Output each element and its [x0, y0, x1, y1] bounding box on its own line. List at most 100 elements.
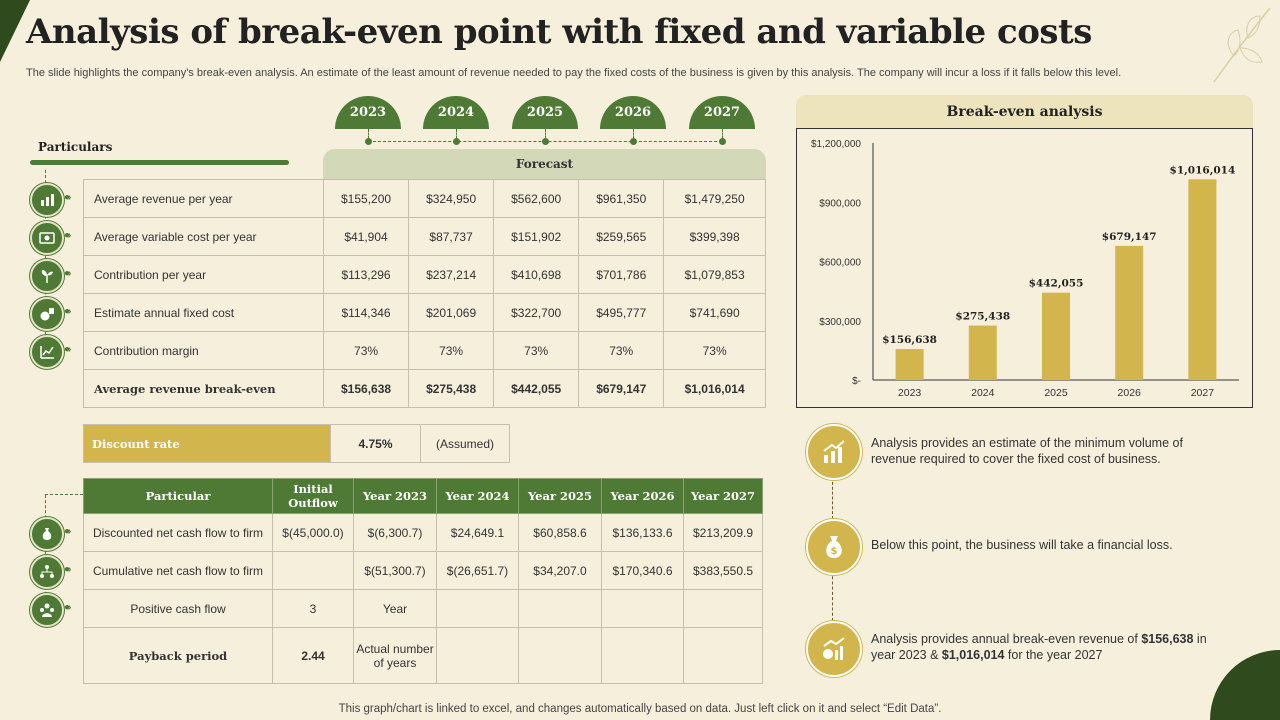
chart-heading: Break-even analysis — [796, 95, 1253, 128]
table-row: Payback period 2.44 Actual number of yea… — [83, 627, 763, 684]
point-text-part: for the year 2027 — [1004, 648, 1103, 662]
table-cell — [436, 627, 519, 684]
table-cell: $114,346 — [322, 293, 410, 332]
dollar-chart-icon — [806, 424, 862, 480]
money-icon — [30, 221, 64, 255]
table-cell: $170,340.6 — [601, 551, 684, 590]
footer-note: This graph/chart is linked to excel, and… — [338, 703, 942, 715]
y-tick-label: $1,200,000 — [811, 139, 861, 150]
network-icon — [30, 555, 64, 589]
column-header: Year 2025 — [518, 478, 602, 514]
row-label: Discounted net cash flow to firm — [83, 513, 273, 552]
forecast-heading: Forecast — [323, 149, 766, 179]
arrow-icon: ●› — [64, 230, 72, 241]
table-cell: Actual number of years — [353, 627, 437, 684]
particulars-heading: Particulars — [38, 140, 113, 154]
row-label: Contribution margin — [83, 331, 324, 370]
table-row: Contribution per year $113,296 $237,214 … — [83, 255, 766, 294]
plant-icon — [30, 259, 64, 293]
discount-rate-table: Discount rate 4.75% (Assumed) — [83, 424, 510, 463]
table-cell: Year — [353, 589, 437, 628]
y-tick-label: $600,000 — [819, 258, 861, 269]
chart-bar — [1042, 292, 1070, 380]
cost-icon — [30, 297, 64, 331]
table-row: Discounted net cash flow to firm $(45,00… — [83, 513, 763, 552]
timeline-dot — [365, 138, 372, 145]
row-label: Average revenue per year — [83, 179, 324, 218]
table-cell: $562,600 — [493, 179, 580, 218]
page-subtitle: The slide highlights the company's break… — [26, 67, 1122, 79]
bar-data-label: $275,438 — [955, 311, 1010, 323]
arrow-icon: ●› — [64, 268, 72, 279]
arrow-icon: ●› — [64, 602, 72, 613]
break-even-bar-chart: $- $300,000 $600,000 $900,000 $1,200,000 $156… — [811, 139, 1239, 399]
growth-chart-icon — [806, 621, 862, 677]
table-cell: $701,786 — [578, 255, 665, 294]
timeline-tick — [633, 129, 634, 139]
table-cell — [601, 627, 684, 684]
chart-bar — [968, 325, 997, 380]
table-cell: $1,079,853 — [663, 255, 766, 294]
row-label: Estimate annual fixed cost — [83, 293, 324, 332]
row-label: Average revenue break-even — [83, 369, 324, 408]
team-icon — [30, 593, 64, 627]
table-cell: $156,638 — [322, 369, 410, 408]
table-cell: $60,858.6 — [518, 513, 602, 552]
table-row-total: Average revenue break-even $156,638 $275… — [83, 369, 766, 408]
table-cell: $34,207.0 — [518, 551, 602, 590]
table-cell — [518, 589, 602, 628]
table-cell: $(45,000.0) — [272, 513, 354, 552]
table-cell: $259,565 — [578, 217, 665, 256]
row-label: Cumulative net cash flow to firm — [83, 551, 273, 590]
table-row: Average variable cost per year $41,904 $… — [83, 217, 766, 256]
arrow-icon: ●› — [64, 564, 72, 575]
table-header-row: Particular Initial Outflow Year 2023 Yea… — [83, 478, 763, 514]
table-cell: $151,902 — [493, 217, 580, 256]
particulars-underline — [30, 160, 289, 165]
row-label: Average variable cost per year — [83, 217, 324, 256]
table-cell: $(6,300.7) — [353, 513, 437, 552]
y-tick-label: $300,000 — [819, 317, 861, 328]
column-header: Year 2026 — [601, 478, 684, 514]
column-header: Year 2023 — [353, 478, 437, 514]
bar-data-label: $1,016,014 — [1170, 164, 1236, 176]
point-text: Below this point, the business will take… — [871, 538, 1173, 552]
year-badge: 2024 — [423, 96, 489, 129]
column-header: Year 2027 — [683, 478, 763, 514]
arrow-icon: ●› — [64, 306, 72, 317]
icon-connector — [45, 494, 83, 495]
money-bag-icon — [30, 517, 64, 551]
chart-bar — [895, 349, 924, 380]
table-row: Positive cash flow 3 Year — [83, 589, 763, 628]
table-cell: $201,069 — [408, 293, 495, 332]
points-connector — [832, 571, 833, 621]
timeline-tick — [368, 129, 369, 139]
table-cell: $410,698 — [493, 255, 580, 294]
point-text-part: Analysis provides annual break-even reve… — [871, 632, 1142, 646]
chart-icon — [30, 183, 64, 217]
x-tick-label: 2023 — [898, 387, 922, 399]
discount-value: 4.75% — [330, 424, 421, 463]
table-cell: $(51,300.7) — [353, 551, 437, 590]
chart-frame — [796, 128, 1253, 408]
points-connector — [832, 477, 833, 519]
table-cell: $1,016,014 — [663, 369, 766, 408]
corner-decoration — [1210, 650, 1280, 720]
year-badge: 2023 — [335, 96, 401, 129]
table-cell: $275,438 — [408, 369, 495, 408]
timeline-dot — [719, 138, 726, 145]
point-text-bold: $156,638 — [1141, 632, 1194, 646]
table-cell: $324,950 — [408, 179, 495, 218]
table-cell: $442,055 — [493, 369, 580, 408]
table-cell: $136,133.6 — [601, 513, 684, 552]
y-tick-label: $900,000 — [819, 198, 861, 209]
column-header: Particular — [83, 478, 273, 514]
forecast-table: Average revenue per year $155,200 $324,9… — [83, 179, 766, 408]
row-label: Payback period — [83, 627, 273, 684]
svg-text:$: $ — [831, 546, 838, 557]
table-cell: $383,550.5 — [683, 551, 763, 590]
column-header: Year 2024 — [436, 478, 519, 514]
year-badge: 2027 — [689, 96, 755, 129]
table-cell: 73% — [322, 331, 410, 370]
leaf-decoration-icon — [1213, 7, 1271, 83]
